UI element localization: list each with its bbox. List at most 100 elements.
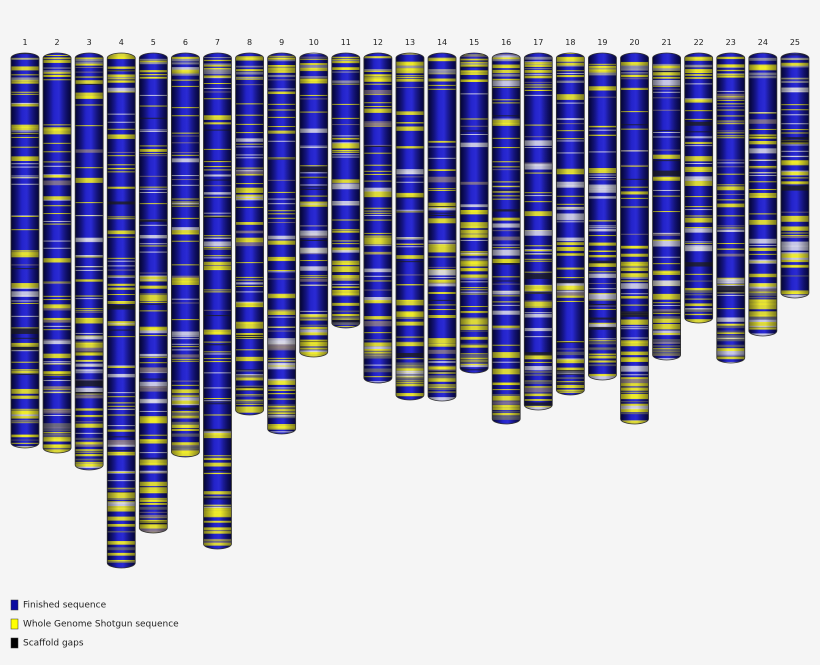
chromosome-outline: [427, 52, 457, 402]
chromosome: [428, 53, 457, 401]
chromosome-label: 22: [694, 38, 704, 47]
chromosome: [395, 53, 424, 400]
chromosome-outline: [267, 52, 297, 435]
chromosome-outline: [491, 52, 521, 425]
chromosome-label: 20: [629, 38, 639, 47]
chromosome-outline: [588, 52, 617, 381]
chromosome-outline: [138, 52, 168, 534]
chromosome-outline: [74, 52, 104, 471]
chromosome: [75, 53, 104, 470]
chromosome: [492, 53, 521, 424]
chromosome-outline: [684, 52, 714, 324]
chromosome: [331, 53, 360, 328]
chromosome-shade: [492, 53, 521, 424]
chromosome: [203, 53, 232, 549]
chromosome-label: 12: [373, 38, 383, 47]
chromosome-label: 19: [597, 38, 607, 47]
chromosome: [748, 53, 777, 336]
chromosome-label: 1: [22, 38, 27, 47]
chromosome-label: 3: [87, 38, 92, 47]
chromosome: [524, 53, 553, 410]
legend-label: Finished sequence: [23, 601, 107, 611]
chromosome-outline: [652, 52, 681, 361]
chromosome-shade: [620, 53, 649, 424]
chromosome: [139, 53, 168, 533]
chromosome-outline: [620, 52, 649, 425]
chromosome-outline: [780, 52, 810, 299]
legend-label: Scaffold gaps: [23, 639, 84, 649]
chromosome: [235, 53, 264, 415]
chromosome-shade: [11, 53, 39, 448]
chromosome: [43, 53, 72, 453]
chromosome: [716, 53, 745, 363]
chromosome-shade: [107, 53, 136, 568]
chromosome-shade: [748, 53, 777, 336]
chromosome-label: 15: [469, 38, 479, 47]
chromosome-outline: [395, 52, 425, 401]
chromosome-shade: [524, 53, 553, 410]
chromosome-shade: [684, 53, 713, 323]
legend-swatch: [10, 599, 19, 611]
chromosome-shade: [235, 53, 264, 415]
chromosome-outline: [235, 52, 264, 416]
chromosome-shade: [43, 53, 72, 453]
chromosome-label: 5: [151, 38, 156, 47]
chromosome: [620, 53, 649, 424]
chromosome-outline: [299, 52, 329, 358]
chromosome-label: 16: [501, 38, 511, 47]
chromosome: [556, 53, 585, 395]
chromosome-outline: [748, 52, 778, 337]
chromosome: [267, 53, 296, 434]
chromosome-label: 7: [215, 38, 220, 47]
chromosome-shade: [780, 53, 809, 298]
chromosome: [299, 53, 328, 357]
chromosome-label: 2: [55, 38, 60, 47]
chromosome-outline: [10, 52, 40, 449]
chromosome: [780, 53, 809, 298]
chromosome-label: 18: [565, 38, 575, 47]
chromosome: [363, 53, 392, 383]
chromosome-label: 13: [405, 38, 415, 47]
chromosome-shade: [363, 53, 392, 383]
chromosome-outline: [716, 52, 746, 364]
chromosome-shade: [75, 53, 104, 470]
chromosome-shade: [139, 53, 168, 533]
chromosome-label: 10: [309, 38, 319, 47]
chromosome-label: 17: [533, 38, 543, 47]
chromosome-label: 23: [726, 38, 736, 47]
chromosome-outline: [331, 52, 361, 329]
chromosome-label: 11: [341, 38, 351, 47]
chromosome: [11, 53, 39, 448]
legend-label: Whole Genome Shotgun sequence: [23, 620, 179, 630]
chromosome-label: 8: [247, 38, 252, 47]
chromosome-label: 24: [758, 38, 768, 47]
chromosome: [171, 53, 200, 457]
chromosome-shade: [395, 53, 424, 400]
chromosome-label: 6: [183, 38, 188, 47]
chromosome-shade: [267, 53, 296, 434]
chromosome-outline: [106, 52, 136, 569]
chromosome-label: 21: [662, 38, 672, 47]
chromosome-label: 25: [790, 38, 800, 47]
chromosome-shade: [299, 53, 328, 357]
chromosome-shade: [428, 53, 457, 401]
chromosome-shade: [556, 53, 585, 395]
chromosome-shade: [331, 53, 360, 328]
chromosome-shade: [716, 53, 745, 363]
chromosome-outline: [555, 52, 585, 396]
legend: Finished sequence Whole Genome Shotgun se…: [10, 599, 179, 649]
chromosome: [652, 53, 681, 360]
chromosome-label: 4: [119, 38, 124, 47]
chromosome-outline: [363, 52, 393, 384]
chromosome: [684, 53, 713, 323]
chromosome: [107, 53, 136, 568]
legend-swatch: [10, 637, 19, 649]
chromosome-label: 9: [279, 38, 284, 47]
chromosome-shade: [460, 53, 489, 373]
chromosome-shade: [171, 53, 200, 457]
chromosome-outline: [459, 52, 489, 374]
chromosome: [588, 53, 617, 380]
chromosome-shade: [652, 53, 681, 360]
legend-swatch: [10, 618, 19, 630]
